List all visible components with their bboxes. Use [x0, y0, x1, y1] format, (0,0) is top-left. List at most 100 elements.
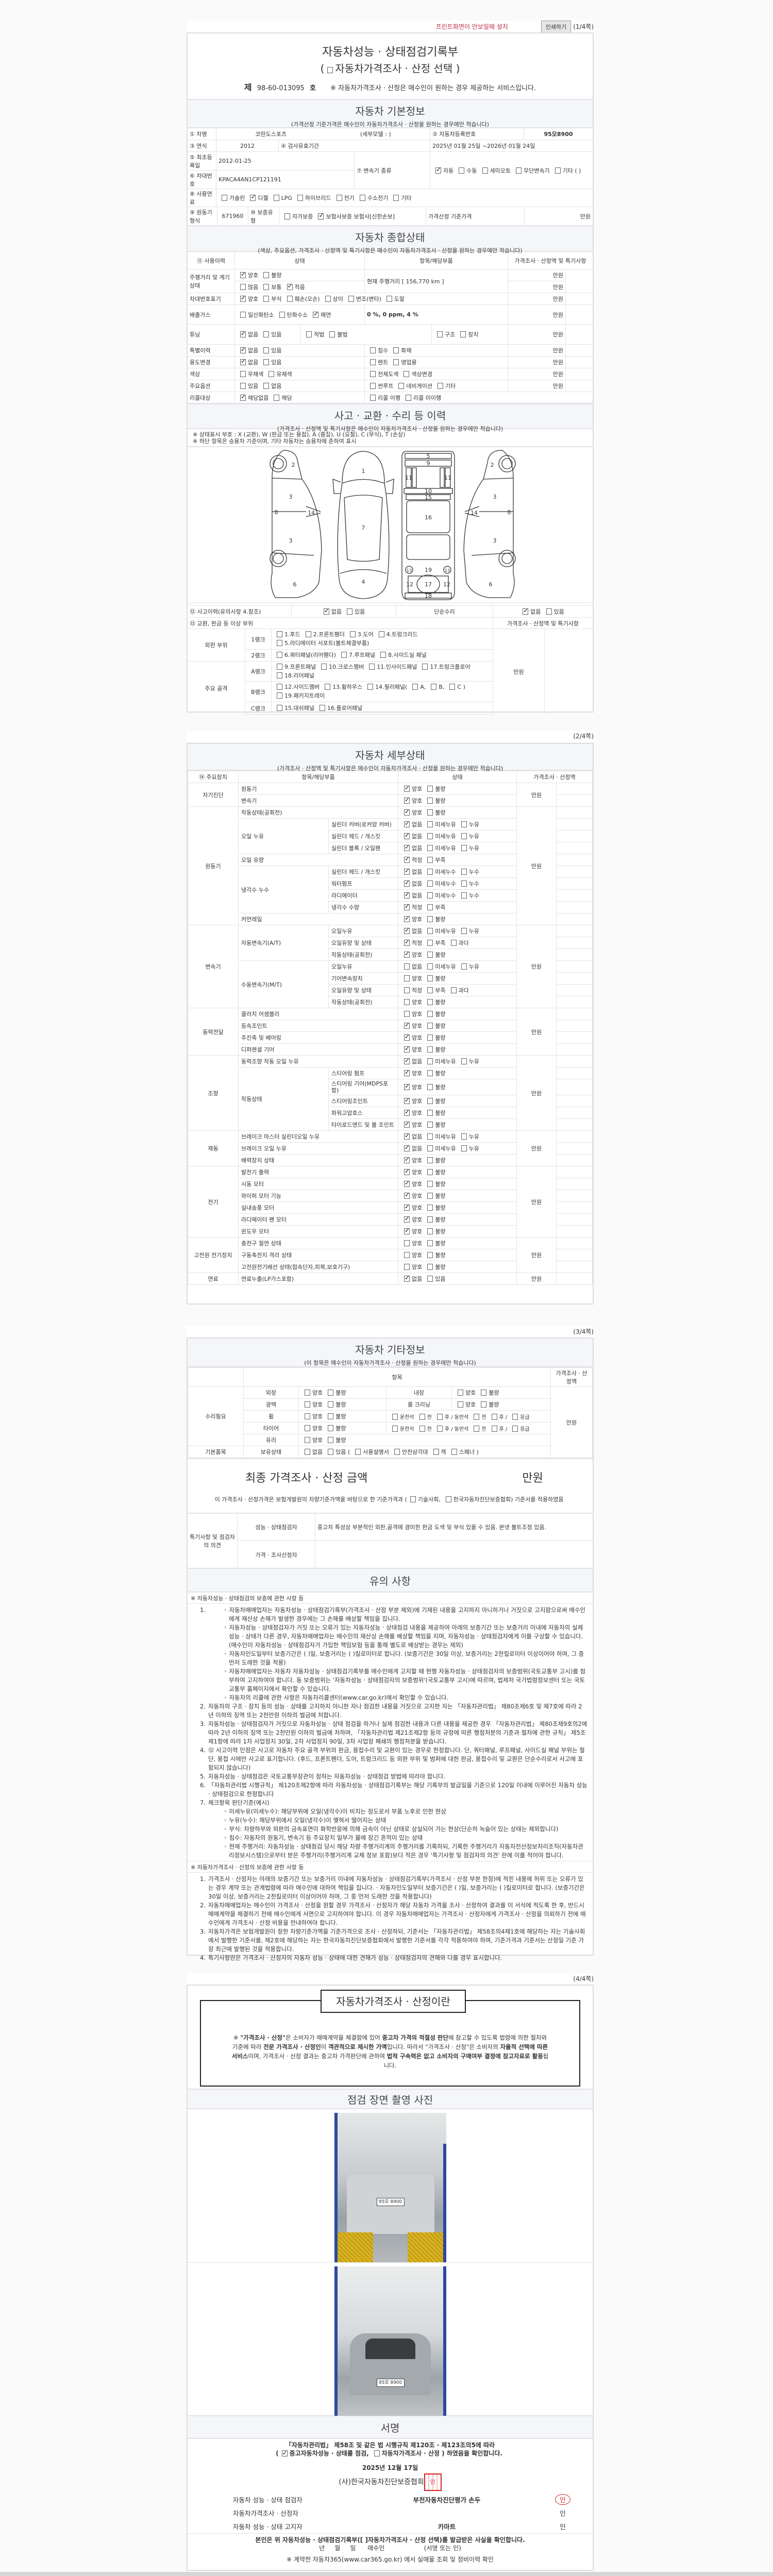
checkbox[interactable] [240, 284, 246, 290]
checkbox[interactable] [427, 1084, 433, 1090]
checkbox[interactable] [370, 394, 376, 401]
checkbox[interactable] [427, 1252, 433, 1258]
checkbox[interactable] [404, 1096, 410, 1104]
checkbox[interactable] [461, 880, 467, 887]
checkbox[interactable] [404, 926, 410, 934]
checkbox[interactable] [427, 904, 433, 910]
checkbox[interactable] [427, 1169, 433, 1175]
checkbox[interactable] [392, 1413, 398, 1420]
checkbox[interactable] [336, 195, 342, 201]
checkbox[interactable] [263, 347, 270, 353]
checkbox[interactable] [474, 1413, 480, 1420]
checkbox[interactable] [404, 999, 410, 1005]
checkbox[interactable] [321, 663, 327, 670]
checkbox[interactable] [427, 1046, 433, 1053]
checkbox[interactable] [279, 311, 285, 318]
checkbox[interactable] [305, 1401, 310, 1408]
checkbox[interactable] [370, 371, 376, 377]
checkbox[interactable] [427, 987, 433, 993]
checkbox[interactable] [305, 1449, 310, 1455]
checkbox[interactable] [404, 867, 410, 875]
checkbox[interactable] [427, 1133, 433, 1140]
checkbox[interactable] [404, 1132, 410, 1140]
checkbox[interactable] [427, 1157, 433, 1163]
checkbox[interactable] [277, 672, 282, 679]
checkbox[interactable] [405, 394, 411, 401]
checkbox[interactable] [323, 607, 329, 615]
checkbox[interactable] [404, 1240, 410, 1246]
checkbox[interactable] [268, 371, 275, 377]
checkbox[interactable] [461, 869, 467, 875]
checkbox[interactable] [306, 331, 312, 337]
checkbox[interactable] [393, 359, 399, 365]
checkbox[interactable] [427, 975, 433, 981]
checkbox[interactable] [427, 916, 433, 922]
checkbox[interactable] [374, 2450, 380, 2456]
checkbox[interactable] [273, 194, 279, 201]
checkbox[interactable] [459, 167, 465, 174]
checkbox[interactable] [318, 212, 324, 219]
checkbox[interactable] [491, 1413, 497, 1420]
checkbox[interactable] [404, 855, 410, 863]
checkbox[interactable] [445, 1496, 451, 1502]
print-button[interactable]: 인쇄하기 [541, 20, 572, 33]
checkbox[interactable] [404, 1167, 410, 1175]
checkbox[interactable] [427, 1228, 433, 1234]
checkbox[interactable] [404, 1120, 410, 1128]
checkbox[interactable] [436, 1425, 443, 1432]
checkbox[interactable] [481, 1401, 487, 1408]
checkbox[interactable] [404, 963, 410, 970]
checkbox[interactable] [427, 1098, 433, 1104]
checkbox[interactable] [393, 195, 399, 201]
checkbox[interactable] [393, 347, 399, 353]
checkbox[interactable] [240, 346, 246, 353]
price-survey-checkbox[interactable] [327, 67, 333, 73]
checkbox[interactable] [404, 843, 410, 851]
checkbox[interactable] [427, 833, 433, 839]
checkbox[interactable] [427, 1058, 433, 1064]
checkbox[interactable] [461, 821, 467, 827]
checkbox[interactable] [404, 1011, 410, 1017]
checkbox[interactable] [347, 608, 352, 615]
checkbox[interactable] [523, 607, 528, 615]
checkbox[interactable] [410, 1496, 416, 1502]
checkbox[interactable] [328, 1389, 334, 1396]
checkbox[interactable] [422, 663, 428, 670]
checkbox[interactable] [427, 809, 433, 816]
checkbox[interactable] [404, 950, 410, 958]
checkbox[interactable] [404, 1057, 410, 1064]
checkbox[interactable] [461, 833, 467, 839]
checkbox[interactable] [427, 1122, 433, 1128]
checkbox[interactable] [305, 1425, 310, 1431]
checkbox[interactable] [461, 928, 467, 934]
checkbox[interactable] [481, 1389, 487, 1396]
checkbox[interactable] [427, 1181, 433, 1187]
checkbox[interactable] [404, 1274, 410, 1282]
checkbox[interactable] [461, 1133, 467, 1140]
checkbox[interactable] [512, 1425, 518, 1432]
checkbox[interactable] [458, 1389, 463, 1396]
checkbox[interactable] [277, 704, 282, 711]
checkbox[interactable] [427, 928, 433, 934]
checkbox[interactable] [427, 1023, 433, 1029]
checkbox[interactable] [328, 1437, 334, 1443]
checkbox[interactable] [427, 821, 433, 827]
checkbox[interactable] [427, 786, 433, 792]
checkbox[interactable] [370, 347, 376, 353]
checkbox[interactable] [287, 296, 293, 302]
checkbox[interactable] [427, 1205, 433, 1211]
checkbox[interactable] [305, 1389, 310, 1396]
checkbox[interactable] [404, 1227, 410, 1234]
checkbox[interactable] [435, 166, 441, 174]
checkbox[interactable] [404, 808, 410, 816]
checkbox[interactable] [427, 1276, 433, 1282]
checkbox[interactable] [328, 1449, 334, 1455]
checkbox[interactable] [404, 903, 410, 910]
checkbox[interactable] [404, 796, 410, 804]
checkbox[interactable] [427, 1193, 433, 1199]
checkbox[interactable] [325, 296, 331, 302]
checkbox[interactable] [404, 1144, 410, 1151]
checkbox[interactable] [458, 1401, 463, 1408]
checkbox[interactable] [263, 284, 270, 290]
checkbox[interactable] [451, 1449, 457, 1455]
